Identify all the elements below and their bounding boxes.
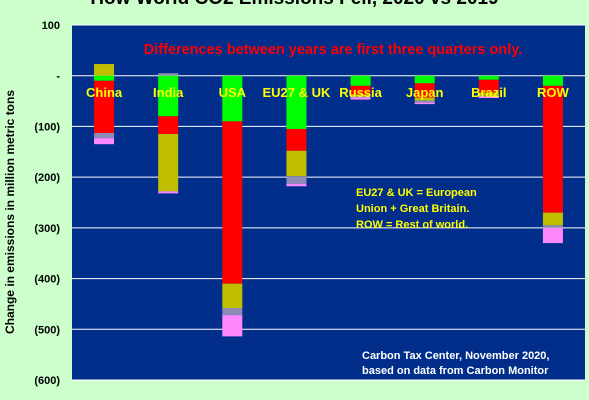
y-tick-labels: 100 - (100) (200) (300) (400) (500) (600) <box>34 20 60 387</box>
header-note: Differences between years are first thre… <box>144 42 523 58</box>
note-line: based on data from Carbon Monitor <box>362 365 549 377</box>
bar-segment-red <box>542 85 563 213</box>
note-line: Carbon Tax Center, November 2020, <box>362 350 549 362</box>
bar-segment-positive <box>158 73 179 76</box>
gridlines <box>72 24 585 381</box>
bar-segment-olive <box>158 134 179 192</box>
bar-segment-olive <box>286 150 307 177</box>
bar-segment-green <box>542 75 563 86</box>
bar-segment-pink <box>222 315 243 337</box>
bar-segment-green <box>414 75 435 84</box>
category-label: EU27 & UK <box>262 85 331 100</box>
bar-segment-red <box>222 121 243 284</box>
y-tick-label: 100 <box>42 20 60 32</box>
y-tick-label: - <box>56 71 60 83</box>
y-tick-label: (500) <box>34 324 60 336</box>
bar-segment-gray <box>286 176 307 184</box>
bar-segment-pink <box>350 97 371 100</box>
category-label: Japan <box>406 85 444 100</box>
bar-segment-red <box>286 128 307 151</box>
bar-segment-olive <box>222 283 243 308</box>
bar-segment-red <box>478 79 499 93</box>
category-label: China <box>86 85 123 100</box>
bar-segment-green <box>158 75 179 117</box>
note-line: EU27 & UK = European <box>356 187 477 199</box>
bar-segment-pink <box>158 191 179 194</box>
category-label: Russia <box>339 85 382 100</box>
bar-segment-pink <box>286 183 307 187</box>
bar-segment-pink <box>414 102 435 105</box>
bar-segment-olive <box>542 212 563 226</box>
bar-segment-pink <box>94 138 115 145</box>
bars <box>94 64 563 337</box>
y-tick-label: (300) <box>34 223 60 235</box>
bar-segment-olive <box>414 97 435 101</box>
legend-note: EU27 & UK = European Union + Great Britai… <box>356 187 477 231</box>
chart-title: How World CO2 Emissions Fell, 2020 vs 20… <box>0 0 589 10</box>
bar-segment-olive <box>478 92 499 96</box>
y-tick-label: (200) <box>34 172 60 184</box>
bar-segment-red <box>414 83 435 98</box>
bar-segment-gray <box>414 100 435 103</box>
note-line: Union + Great Britain. <box>356 203 469 215</box>
category-label: USA <box>219 85 247 100</box>
bar-segment-gray <box>350 96 371 98</box>
bar-segment-gray <box>222 307 243 316</box>
category-label: India <box>153 85 184 100</box>
bar-segment-olive <box>350 94 371 96</box>
bar-segment-positive <box>94 64 115 76</box>
bar-segment-green <box>286 75 307 129</box>
plot-area <box>72 25 585 380</box>
source-note: Carbon Tax Center, November 2020, based o… <box>362 350 549 377</box>
y-tick-label: (600) <box>34 375 60 387</box>
bar-segment-pink <box>542 227 563 244</box>
bar-segment-green <box>350 75 371 86</box>
bar-segment-red <box>350 85 371 95</box>
bar-segment-green <box>94 75 115 81</box>
note-line: ROW = Rest of world. <box>356 219 468 231</box>
y-tick-label: (400) <box>34 274 60 286</box>
category-label: Brazil <box>471 85 506 100</box>
bar-segment-gray <box>94 133 115 139</box>
y-tick-label: (100) <box>34 121 60 133</box>
category-label: ROW <box>537 85 570 100</box>
bar-segment-gray <box>542 225 563 228</box>
bar-segment-green <box>478 75 499 80</box>
bar-segment-red <box>94 80 115 134</box>
bar-segment-gray <box>478 95 499 97</box>
bar-segment-pink <box>478 96 499 99</box>
bar-segment-red <box>158 116 179 135</box>
category-labels: China India USA EU27 & UK Russia Japan Brazil R… <box>86 85 570 100</box>
bar-segment-green <box>222 75 243 122</box>
